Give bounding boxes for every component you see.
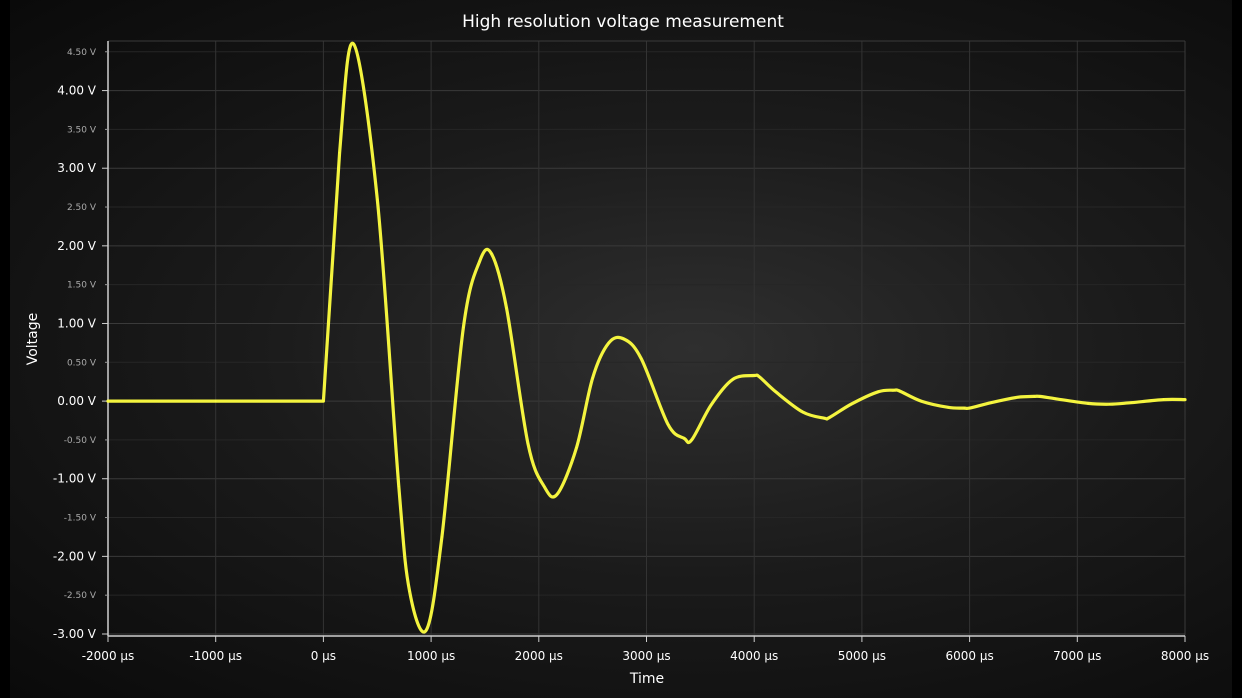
x-tick-label: -2000 µs [82, 649, 135, 663]
data-point [478, 260, 481, 263]
data-point [490, 252, 493, 255]
y-tick-label: 1.00 V [57, 316, 97, 330]
data-point [710, 404, 712, 406]
x-tick-label: 5000 µs [838, 649, 886, 663]
y-minor-tick-label: 4.50 V [67, 48, 97, 58]
data-point [968, 407, 971, 409]
y-minor-tick-label: -2.50 V [64, 591, 97, 601]
x-tick-label: 4000 µs [730, 649, 778, 663]
chart-title: High resolution voltage measurement [462, 12, 784, 32]
y-tick-label: 4.00 V [57, 84, 97, 98]
data-point [408, 590, 411, 593]
y-minor-tick-label: 2.50 V [67, 203, 97, 213]
data-point [214, 400, 217, 402]
data-point [1054, 397, 1057, 400]
data-point [338, 151, 341, 154]
data-point [731, 378, 734, 381]
data-point [505, 307, 508, 309]
data-point [441, 536, 443, 538]
y-tick-label: -1.00 V [53, 472, 97, 486]
x-tick-label: -1000 µs [189, 649, 242, 663]
grid-lines [107, 41, 1186, 636]
axes [102, 40, 1186, 642]
x-tick-label: 1000 µs [407, 649, 455, 663]
data-point [990, 401, 992, 404]
data-point [963, 407, 966, 409]
y-minor-tick-label: -0.50 V [64, 436, 97, 446]
data-point [556, 493, 558, 496]
x-tick-label: 2000 µs [515, 649, 563, 663]
x-tick-label: 6000 µs [945, 649, 993, 663]
data-point [543, 485, 545, 488]
x-tick-label: 7000 µs [1053, 649, 1101, 663]
tick-labels: 4.00 V 3.00 V 2.00 V 1.00 V 0.00 V -1.00 V -2.… [53, 48, 1209, 663]
data-point [893, 389, 896, 392]
y-axis-title: Voltage [25, 313, 41, 366]
x-tick-label: 3000 µs [622, 649, 670, 663]
data-point [591, 377, 594, 379]
data-point [753, 374, 755, 377]
data-point [801, 411, 804, 413]
data-point [850, 403, 852, 406]
data-point [1108, 403, 1111, 406]
data-point [828, 416, 831, 419]
data-point [462, 326, 465, 329]
x-tick-label: 8000 µs [1161, 649, 1209, 663]
data-point [575, 446, 578, 449]
data-point [690, 439, 693, 441]
y-tick-label: -2.00 V [53, 549, 97, 563]
data-point [1017, 396, 1019, 399]
y-tick-label: 3.00 V [57, 161, 97, 175]
y-tick-label: -3.00 V [53, 627, 97, 641]
data-point [1033, 395, 1036, 398]
data-point [877, 390, 879, 393]
data-point [774, 390, 777, 393]
data-point [352, 43, 355, 45]
data-point [107, 400, 109, 402]
x-tick-label: 0 µs [311, 649, 336, 663]
data-point [1184, 398, 1186, 401]
data-point [1162, 398, 1165, 401]
x-axis-title: Time [629, 671, 664, 687]
y-tick-label: 0.00 V [57, 394, 97, 408]
data-point [898, 390, 901, 392]
data-point [425, 629, 428, 631]
data-point [608, 342, 610, 344]
data-point [397, 485, 400, 488]
data-point [920, 400, 922, 402]
data-point [683, 437, 685, 440]
plot-area [106, 41, 1187, 634]
data-point [667, 423, 669, 426]
data-point [623, 338, 625, 340]
y-minor-tick-label: 3.50 V [67, 125, 97, 135]
data-point [1087, 402, 1089, 405]
y-tick-label: 2.00 V [57, 239, 97, 253]
data-point [527, 443, 529, 445]
y-minor-tick-label: 0.50 V [67, 358, 97, 368]
data-point [758, 376, 761, 378]
data-point [376, 198, 379, 201]
data-point [823, 417, 826, 419]
data-point [640, 357, 642, 360]
y-minor-tick-label: -1.50 V [64, 514, 97, 524]
data-point [1038, 395, 1041, 398]
data-point [947, 406, 949, 409]
y-minor-tick-label: 1.50 V [67, 281, 97, 291]
data-point [1130, 401, 1132, 404]
chart-panel [10, 0, 1232, 698]
data-point [322, 400, 325, 402]
